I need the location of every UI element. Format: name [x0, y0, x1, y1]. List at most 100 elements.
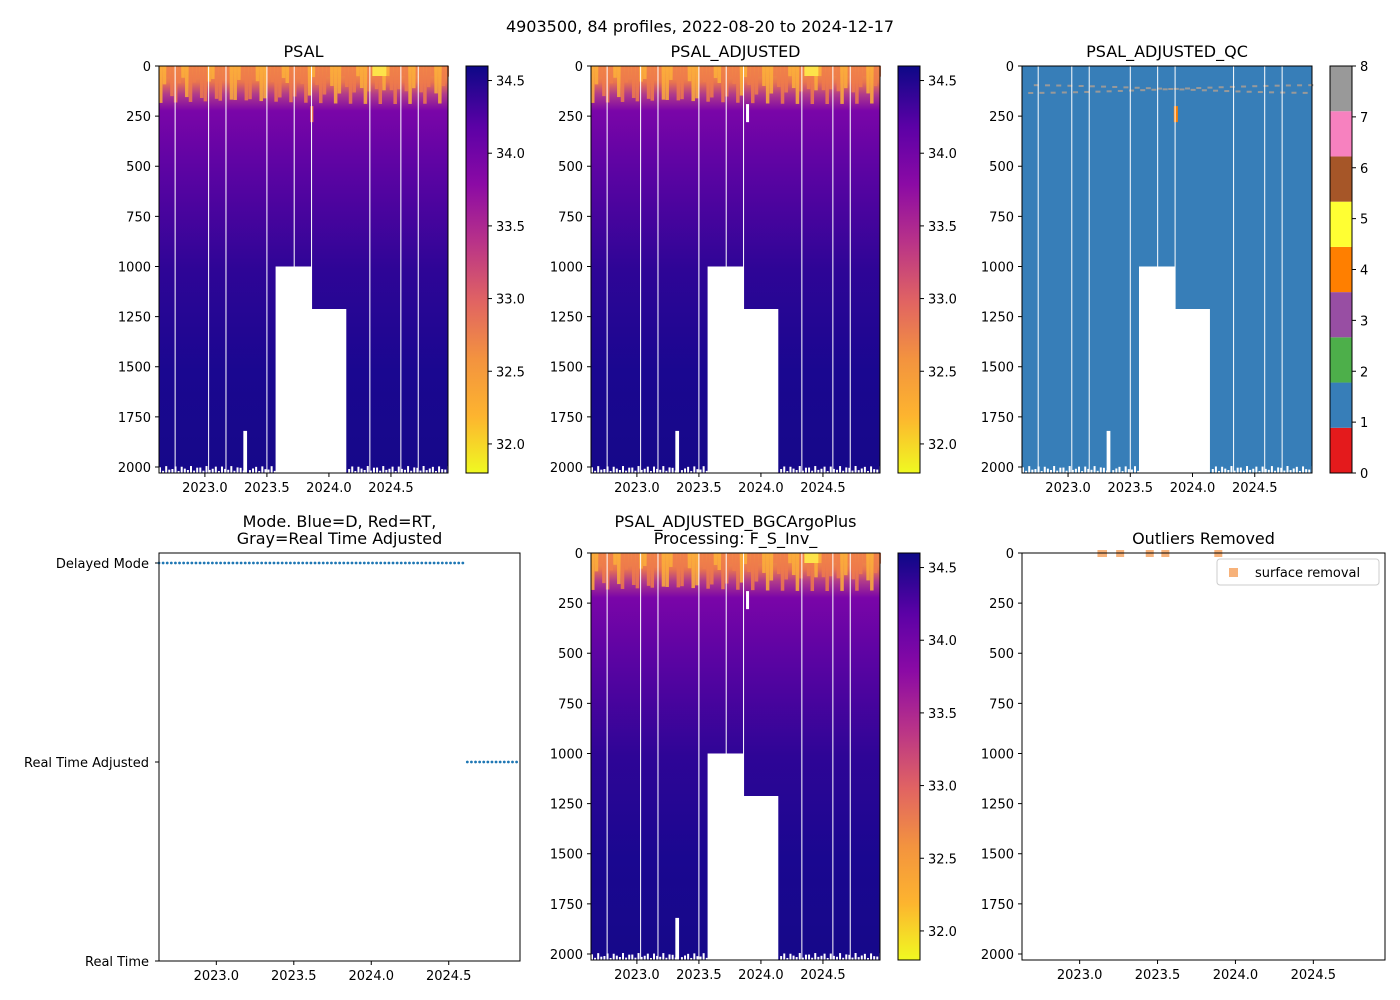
- mode-point: [309, 561, 313, 565]
- bottom-tooth: [1292, 468, 1295, 473]
- surface-cell: [445, 66, 450, 77]
- bottom-tooth: [625, 957, 628, 960]
- bottom-tooth: [653, 466, 656, 473]
- bottom-tooth: [428, 468, 431, 473]
- bottom-tooth: [1277, 467, 1280, 473]
- bottom-tooth: [851, 957, 854, 960]
- bottom-tooth: [1096, 470, 1099, 473]
- surface-cell: [661, 66, 666, 100]
- bottom-tooth: [699, 956, 702, 960]
- surface-cell: [225, 66, 230, 80]
- no-data-region: [275, 266, 312, 473]
- surface-cell: [758, 66, 762, 77]
- surface-cell: [177, 66, 182, 84]
- mode-point: [317, 561, 321, 565]
- surface-cell: [814, 553, 818, 578]
- x-tick-label: 2023.5: [676, 968, 722, 983]
- colorbar-segment-1: [1330, 382, 1352, 428]
- mode-point: [210, 561, 214, 565]
- surface-cell: [765, 553, 770, 591]
- bottom-tooth: [817, 469, 820, 473]
- surface-cell: [858, 553, 863, 575]
- x-tick-label: 2024.0: [349, 969, 395, 984]
- mode-point: [165, 561, 169, 565]
- mode-point: [313, 561, 317, 565]
- qc-flag-8-cell: [1246, 90, 1252, 93]
- qc-flag-8-cell: [1302, 91, 1308, 94]
- bottom-tooth: [618, 957, 621, 960]
- bottom-tooth: [258, 470, 261, 473]
- bottom-tooth: [829, 953, 832, 960]
- bottom-tooth: [845, 954, 848, 960]
- bottom-tooth: [162, 470, 165, 473]
- mode-point: [391, 561, 395, 565]
- qc-flag-4-cell: [1173, 106, 1178, 123]
- bottom-tooth: [671, 467, 674, 473]
- mode-point: [321, 561, 325, 565]
- bottom-tooth: [705, 957, 708, 960]
- bottom-tooth: [248, 470, 251, 473]
- surface-cell: [438, 66, 442, 104]
- surface-cell: [877, 66, 882, 77]
- x-tick-label: 2023.0: [1045, 481, 1091, 496]
- bottom-tooth: [382, 466, 385, 473]
- bottom-tooth: [680, 957, 683, 960]
- bottom-tooth: [854, 466, 857, 473]
- surface-cell: [322, 66, 327, 95]
- bottom-tooth: [640, 956, 643, 960]
- surface-cell: [844, 553, 848, 576]
- bottom-tooth: [823, 466, 826, 473]
- bottom-tooth: [659, 956, 662, 960]
- surface-cell: [270, 66, 275, 83]
- surface-cell: [672, 553, 677, 568]
- bottom-tooth: [873, 956, 876, 960]
- bottom-tooth: [1211, 469, 1214, 473]
- surface-cell: [791, 66, 796, 89]
- bottom-tooth: [1214, 466, 1217, 473]
- bottom-tooth: [684, 955, 687, 960]
- surface-cell: [229, 66, 234, 100]
- panel-5-background: [1022, 553, 1385, 960]
- surface-cell: [791, 553, 796, 576]
- surface-cell: [304, 66, 308, 103]
- bottom-tooth: [1090, 469, 1093, 473]
- surface-cell: [192, 66, 196, 83]
- bottom-tooth: [1308, 469, 1311, 473]
- surface-cell: [825, 553, 829, 591]
- surface-cell: [341, 66, 345, 77]
- surface-cell: [661, 553, 666, 587]
- y-tick-label: 1500: [981, 361, 1014, 376]
- surface-cell: [829, 66, 833, 90]
- outlier-point: [1099, 550, 1108, 558]
- surface-cell: [788, 553, 792, 564]
- qc-flag-8-cell: [1308, 84, 1314, 87]
- y-category-label: Delayed Mode: [56, 557, 149, 572]
- surface-cell: [676, 553, 681, 588]
- bottom-tooth: [591, 954, 593, 960]
- surface-cell: [617, 553, 621, 585]
- panel-4-frame: [590, 552, 881, 961]
- mode-series: [157, 561, 465, 565]
- bottom-tooth: [1274, 470, 1277, 473]
- bottom-tooth: [1264, 468, 1267, 473]
- qc-flag-8-cell: [1229, 85, 1235, 88]
- bottom-tooth: [690, 470, 693, 473]
- bottom-tooth: [354, 470, 357, 473]
- surface-cell: [780, 66, 785, 104]
- surface-cell: [728, 66, 733, 78]
- colorbar-tick-label: 33.5: [496, 220, 525, 235]
- bottom-tooth: [1236, 467, 1239, 473]
- qc-flag-8-cell: [1196, 87, 1202, 90]
- surface-cell: [423, 66, 427, 104]
- mode-point: [330, 561, 333, 565]
- mode-point: [395, 561, 399, 565]
- surface-cell: [870, 553, 874, 591]
- bottom-tooth: [649, 957, 652, 960]
- mode-point: [334, 561, 337, 565]
- surface-cell: [847, 66, 852, 77]
- bottom-tooth: [159, 467, 161, 473]
- y-tick-label: 2000: [550, 948, 583, 963]
- mode-point: [268, 561, 272, 565]
- bottom-tooth: [1115, 468, 1118, 473]
- surface-cell: [605, 553, 610, 590]
